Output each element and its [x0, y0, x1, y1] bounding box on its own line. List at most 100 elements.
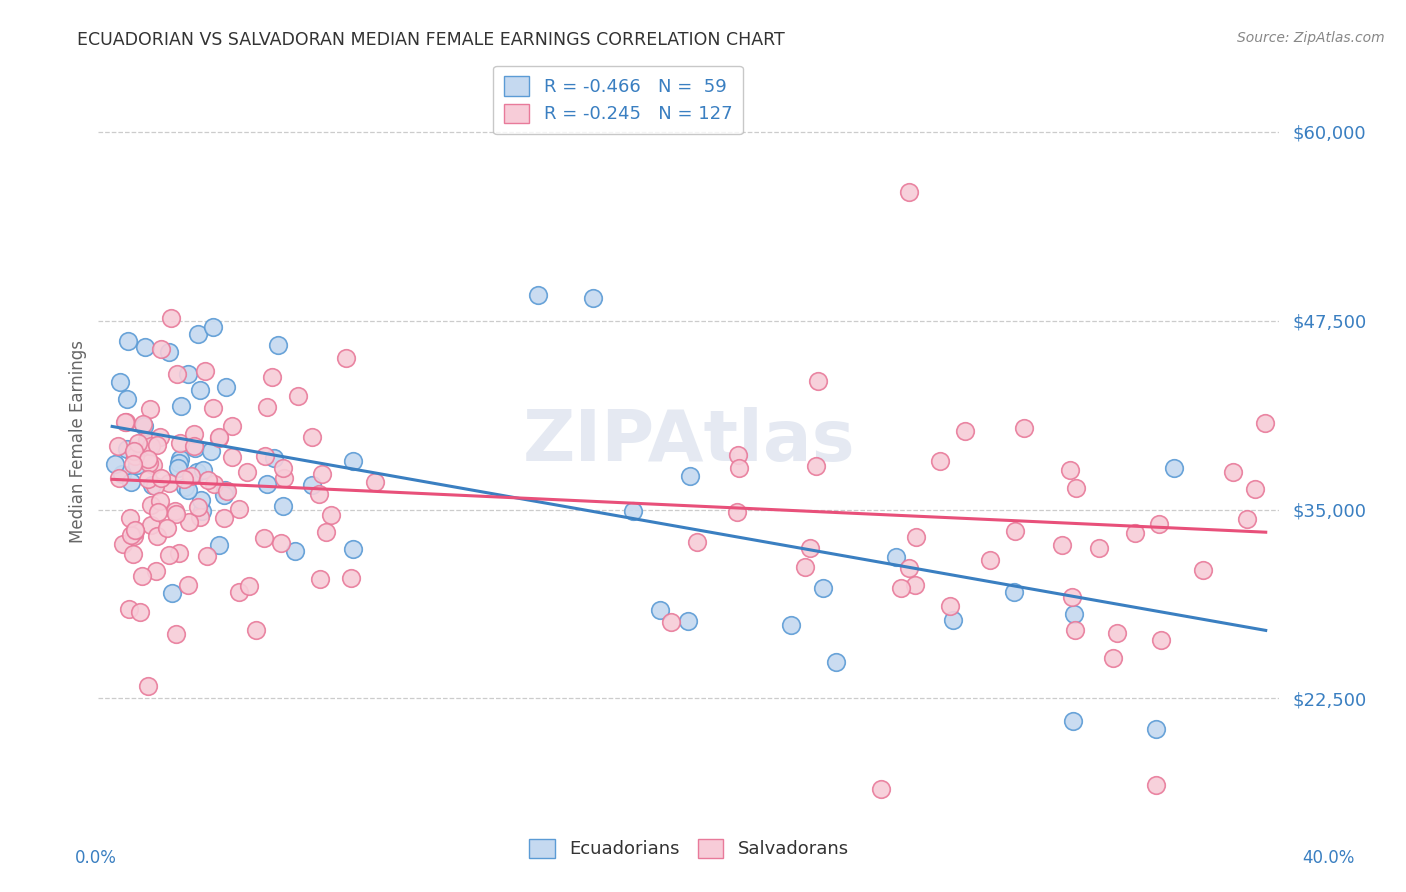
Point [884, 550, 907, 565]
Point [166, 507, 188, 521]
Point [779, 617, 801, 632]
Text: ECUADORIAN VS SALVADORAN MEDIAN FEMALE EARNINGS CORRELATION CHART: ECUADORIAN VS SALVADORAN MEDIAN FEMALE E… [77, 31, 785, 49]
Point [941, 613, 963, 627]
Point [1002, 585, 1025, 599]
Point [115, 392, 138, 407]
Point [179, 516, 201, 530]
Point [236, 465, 259, 479]
Point [1052, 539, 1074, 553]
Point [122, 444, 145, 458]
Point [187, 500, 209, 514]
Point [228, 501, 250, 516]
Point [928, 454, 950, 468]
Point [256, 477, 278, 491]
Point [1105, 625, 1128, 640]
Point [870, 782, 893, 797]
Point [1062, 590, 1084, 604]
Point [146, 437, 169, 451]
Point [124, 449, 146, 463]
Point [273, 471, 295, 485]
Point [166, 367, 188, 381]
Text: 40.0%: 40.0% [1302, 849, 1355, 867]
Point [149, 430, 172, 444]
Point [149, 493, 172, 508]
Point [117, 334, 139, 348]
Point [134, 340, 156, 354]
Point [342, 541, 364, 556]
Point [120, 475, 142, 490]
Point [284, 544, 307, 558]
Point [200, 444, 222, 458]
Point [335, 351, 357, 365]
Point [890, 581, 912, 595]
Point [1059, 463, 1081, 477]
Point [134, 419, 156, 434]
Point [1066, 481, 1088, 495]
Point [149, 471, 172, 485]
Point [169, 452, 191, 467]
Point [1253, 416, 1275, 430]
Point [727, 448, 749, 462]
Point [221, 450, 243, 464]
Point [679, 469, 702, 483]
Point [309, 572, 332, 586]
Point [245, 623, 267, 637]
Point [160, 586, 183, 600]
Point [191, 463, 214, 477]
Point [136, 679, 159, 693]
Point [194, 364, 217, 378]
Point [263, 450, 285, 465]
Point [139, 517, 162, 532]
Point [195, 549, 218, 563]
Point [939, 599, 962, 614]
Point [157, 345, 180, 359]
Point [124, 523, 146, 537]
Point [125, 458, 148, 473]
Text: Source: ZipAtlas.com: Source: ZipAtlas.com [1237, 31, 1385, 45]
Point [124, 524, 146, 538]
Point [143, 479, 166, 493]
Point [188, 383, 211, 397]
Point [1102, 651, 1125, 665]
Point [1088, 541, 1111, 555]
Point [221, 419, 243, 434]
Point [321, 508, 343, 523]
Point [177, 483, 200, 498]
Point [129, 605, 152, 619]
Point [190, 493, 212, 508]
Point [114, 415, 136, 429]
Point [197, 473, 219, 487]
Point [271, 461, 294, 475]
Point [156, 521, 179, 535]
Point [201, 319, 224, 334]
Point [212, 487, 235, 501]
Point [131, 446, 153, 460]
Point [138, 456, 160, 470]
Point [799, 541, 821, 555]
Point [136, 471, 159, 485]
Point [238, 579, 260, 593]
Point [131, 569, 153, 583]
Point [177, 367, 200, 381]
Point [184, 441, 207, 455]
Point [163, 504, 186, 518]
Point [170, 399, 193, 413]
Point [139, 401, 162, 416]
Point [262, 370, 284, 384]
Point [811, 581, 834, 595]
Point [794, 560, 817, 574]
Point [725, 505, 748, 519]
Point [315, 524, 337, 539]
Y-axis label: Median Female Earnings: Median Female Earnings [69, 340, 87, 543]
Point [1062, 714, 1084, 728]
Point [904, 530, 927, 544]
Point [118, 511, 141, 525]
Point [228, 584, 250, 599]
Point [1144, 778, 1167, 792]
Point [122, 457, 145, 471]
Point [141, 439, 163, 453]
Point [301, 477, 323, 491]
Point [191, 504, 214, 518]
Point [897, 186, 920, 200]
Point [311, 467, 333, 481]
